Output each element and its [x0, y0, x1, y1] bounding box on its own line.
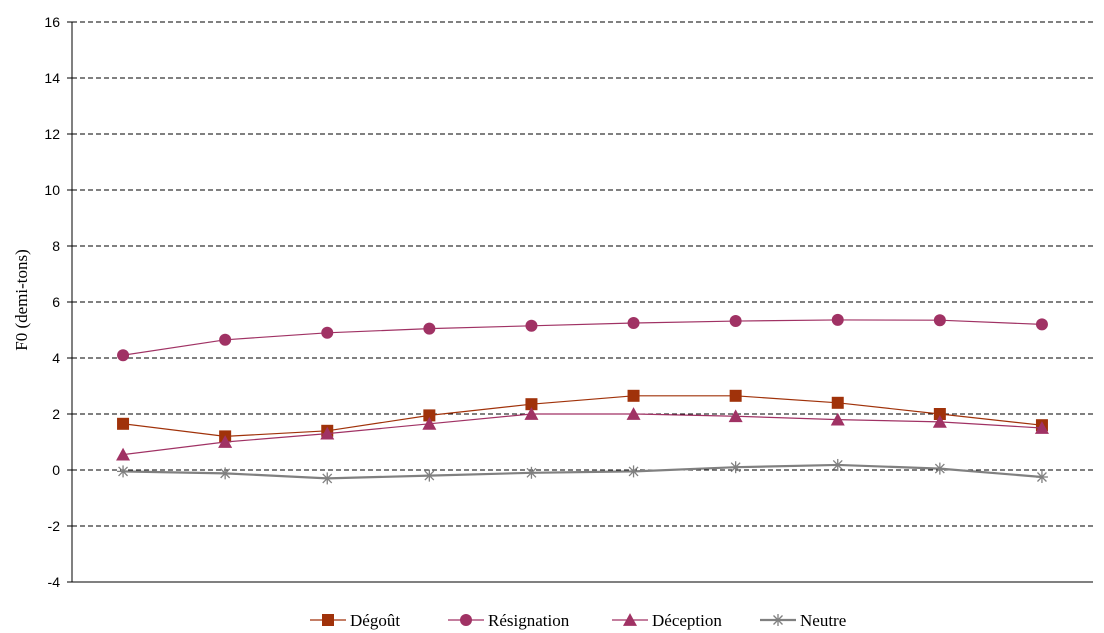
series-line [123, 463, 1043, 480]
series-3 [116, 407, 1049, 461]
series-2 [117, 313, 1048, 362]
square-marker [423, 409, 436, 422]
y-tick-label: 8 [52, 238, 60, 254]
circle-marker [423, 322, 436, 335]
legend-label: Résignation [488, 611, 570, 630]
star-stroke [118, 466, 129, 477]
star-marker [423, 469, 436, 482]
circle-marker [831, 313, 844, 326]
triangle-marker [524, 407, 539, 420]
triangle-marker [1034, 421, 1049, 434]
circle-marker [627, 317, 640, 329]
y-tick-labels: 16 14 12 10 8 6 4 2 0 -2 -4 [44, 14, 60, 590]
y-tick-label: -4 [48, 574, 61, 590]
star-stroke [730, 462, 741, 473]
series-1 [117, 389, 1048, 443]
y-axis-title: F0 (demi-tons) [12, 249, 31, 351]
triangle-marker [626, 407, 641, 420]
square-marker [729, 389, 742, 402]
circle-marker [1035, 318, 1048, 331]
y-tick-label: 0 [52, 462, 60, 478]
triangle-marker [830, 412, 845, 426]
triangle-marker [116, 447, 131, 461]
axes [67, 21, 1093, 583]
star-stroke [322, 473, 333, 484]
star-marker [1035, 471, 1048, 483]
star-marker [729, 461, 742, 474]
star-stroke [628, 466, 639, 477]
gridlines [72, 21, 1093, 527]
y-tick-label: 10 [44, 182, 60, 198]
star-marker [627, 465, 640, 478]
circle-marker [117, 349, 130, 362]
star-stroke [526, 467, 537, 478]
square-marker [627, 389, 640, 402]
star-stroke [773, 615, 783, 625]
legend-label: Dégoût [350, 611, 400, 630]
circle-marker [729, 315, 742, 328]
series-4 [117, 458, 1048, 485]
triangle-marker [623, 613, 637, 626]
triangle-marker [728, 409, 743, 423]
square-marker [933, 408, 946, 420]
triangle-marker [422, 416, 437, 430]
square-marker [322, 614, 334, 626]
square-marker [525, 398, 538, 411]
triangle-marker [932, 414, 947, 428]
star-stroke [424, 470, 435, 481]
star-stroke [220, 468, 231, 479]
legend-item-1: Dégoût [310, 611, 400, 630]
legend: Dégoût Résignation Déception Neutre [310, 611, 846, 630]
legend-item-4: Neutre [760, 611, 846, 630]
square-marker [831, 396, 844, 409]
y-tick-label: 4 [52, 350, 60, 366]
star-marker [525, 466, 538, 479]
y-tick-label: 16 [44, 14, 60, 30]
triangle-marker [320, 426, 335, 440]
star-marker [933, 462, 946, 475]
series-line [122, 395, 1043, 438]
legend-item-3: Déception [612, 611, 722, 630]
legend-label: Déception [652, 611, 722, 630]
triangle-marker [218, 435, 233, 448]
legend-label: Neutre [800, 611, 846, 630]
y-tick-label: 6 [52, 294, 60, 310]
circle-marker [933, 314, 946, 327]
star-stroke [1036, 472, 1047, 482]
star-marker [831, 458, 844, 471]
star-marker [321, 472, 334, 485]
star-marker [772, 614, 784, 626]
series-line [122, 413, 1042, 456]
series-line [122, 319, 1042, 356]
circle-marker [321, 326, 334, 339]
y-tick-label: 12 [44, 126, 60, 142]
series-group [116, 313, 1049, 485]
square-marker [117, 417, 130, 430]
circle-marker [460, 614, 472, 626]
legend-item-2: Résignation [448, 611, 570, 630]
y-tick-label: 14 [44, 70, 60, 86]
circle-marker [219, 333, 232, 346]
y-tick-label: 2 [52, 406, 60, 422]
star-stroke [934, 463, 945, 474]
circle-marker [525, 319, 538, 332]
star-marker [219, 467, 232, 480]
star-stroke [832, 460, 843, 470]
y-tick-label: -2 [48, 518, 61, 534]
star-marker [117, 465, 130, 478]
